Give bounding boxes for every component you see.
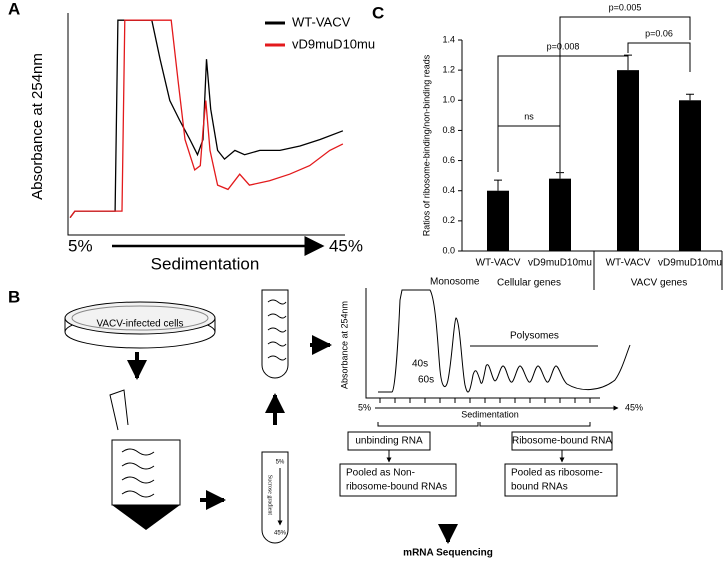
tube-label: 45% (274, 531, 287, 537)
axis (365, 288, 600, 399)
tube-cap (109, 389, 129, 431)
x-tick-label: vD9muD10mu (528, 258, 592, 269)
group-label: Cellular genes (497, 278, 561, 289)
box-label: Ribosome-bound RNA (512, 436, 612, 447)
diagram: VACV-infected cells Sucrose gradient 5% … (64, 277, 643, 559)
dish (64, 301, 216, 335)
box (339, 463, 457, 497)
axis (67, 13, 345, 236)
box-label: Pooled as ribosome- (511, 468, 603, 479)
tube-label: Sucrose gradient (267, 475, 273, 515)
tick (379, 398, 591, 403)
y-tick-label: 1.2 (442, 65, 455, 75)
dish (64, 318, 216, 332)
x-tick-label: 45% (329, 236, 363, 255)
box-label: unbinding RNA (355, 436, 423, 447)
significance-bracket (497, 125, 561, 172)
label: Monosome (430, 277, 480, 288)
series-line (69, 19, 344, 218)
significance-bracket (497, 55, 629, 126)
profile (378, 289, 631, 393)
group-divider (593, 251, 723, 290)
rna (267, 299, 287, 361)
significance-bracket (627, 42, 691, 72)
y-tick-label: 0.2 (442, 215, 455, 225)
legend-label: vD9muD10mu (292, 36, 375, 51)
significance-bracket (559, 16, 691, 155)
label: 40s (412, 359, 428, 370)
error-bar (686, 93, 694, 101)
box-label: ribosome-bound RNAs (346, 482, 447, 493)
bar (549, 178, 571, 251)
axis-label: Absorbance at 254nm (339, 301, 349, 389)
annotation: p=0.008 (547, 41, 580, 51)
y-tick-label: 0.6 (442, 155, 455, 165)
bracket (377, 422, 591, 427)
annotation: p=0.06 (645, 28, 673, 38)
label: 45% (625, 402, 643, 412)
gradient-tube (261, 451, 289, 544)
dish-label: VACV-infected cells (96, 319, 183, 330)
tube-label: 5% (276, 460, 285, 466)
dish (71, 305, 209, 331)
bar (487, 190, 509, 251)
label: Sedimentation (461, 409, 519, 419)
box (504, 463, 618, 497)
y-axis-label: Ratios of ribosome-binding/non-binding r… (421, 54, 431, 236)
y-tick-label: 1.0 (442, 95, 455, 105)
panel-label: B (8, 287, 20, 306)
box-label: Pooled as Non- (346, 468, 415, 479)
group-label: VACV genes (631, 278, 688, 289)
label: 60s (418, 375, 434, 386)
error-bar (494, 179, 502, 191)
x-tick-label: vD9muD10mu (658, 258, 722, 269)
x-tick-label: WT-VACV (476, 258, 521, 269)
y-tick-label: 0.4 (442, 185, 455, 195)
tube (112, 505, 180, 530)
legend-label: WT-VACV (292, 14, 351, 29)
y-axis-label: Absorbance at 254nm (29, 53, 46, 200)
y-tick-label: 0.8 (442, 125, 455, 135)
box-label: bound RNAs (511, 482, 568, 493)
annotation: p=0.005 (609, 2, 642, 12)
annotation: ns (524, 111, 534, 121)
tube (111, 439, 181, 506)
y-tick-label: 1.4 (442, 34, 455, 44)
bar (617, 70, 639, 252)
panel-label: A (8, 0, 20, 18)
label: mRNA Sequencing (403, 548, 493, 559)
tube (261, 289, 289, 379)
y-tick-label: 0.0 (442, 245, 455, 255)
bar (679, 100, 701, 252)
rna (121, 448, 155, 498)
x-tick-label: 5% (68, 236, 93, 255)
panel-label: C (372, 3, 384, 22)
label: 5% (358, 402, 371, 412)
x-tick-label: WT-VACV (606, 258, 651, 269)
label: Polysomes (510, 331, 559, 342)
x-axis-label: Sedimentation (151, 254, 260, 273)
error-bar (556, 172, 564, 179)
